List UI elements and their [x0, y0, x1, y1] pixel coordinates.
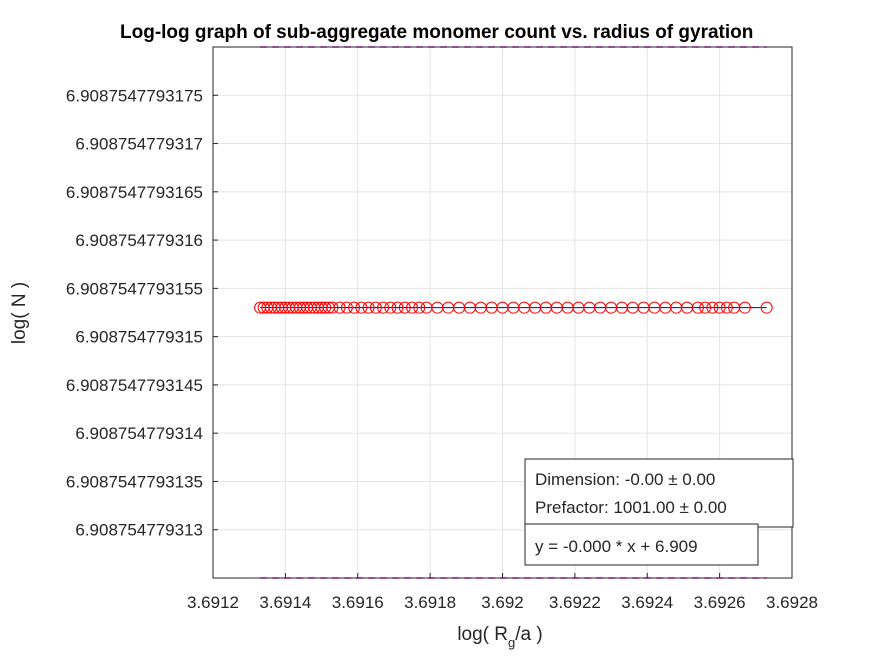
data-point: [760, 301, 773, 314]
x-tick-label: 3.6914: [259, 593, 311, 612]
x-tick-labels: 3.6912 3.6914 3.6916 3.6918 3.692 3.6922 3.692…: [187, 593, 818, 612]
x-axis-label-subscript: g: [508, 635, 515, 650]
equation-box-frame: [524, 523, 759, 566]
x-tick-label: 3.6916: [332, 593, 384, 612]
data-point: [319, 301, 332, 314]
chart-title: Log-log graph of sub-aggregate monomer c…: [120, 22, 753, 43]
data-point: [691, 301, 704, 314]
prefactor-annotation: Prefactor: 1001.00 ± 0.00: [535, 498, 727, 517]
grid-layer: [212, 47, 793, 578]
y-tick-label: 6.9087547793175: [66, 86, 203, 105]
x-tick-label: 3.6926: [694, 593, 746, 612]
stats-annotation-box: Dimension: -0.00 ± 0.00 Prefactor: 1001.…: [524, 458, 794, 528]
y-tick-label: 6.908754779313: [75, 521, 203, 540]
x-axis-label-main: log( R: [457, 624, 508, 645]
data-point: [699, 301, 712, 314]
x-tick-label: 3.692: [481, 593, 524, 612]
data-point: [398, 301, 411, 314]
y-tick-label: 6.9087547793135: [66, 472, 203, 491]
tick-marks: [212, 94, 793, 578]
data-point: [391, 301, 404, 314]
y-tick-labels: 6.908754779313 6.9087547793135 6.908754779…: [66, 86, 203, 539]
data-point: [738, 301, 751, 314]
equation-annotation-box: y = -0.000 * x + 6.909: [524, 523, 759, 566]
y-tick-label: 6.9087547793145: [66, 376, 203, 395]
data-point: [413, 301, 426, 314]
x-tick-label: 3.6924: [621, 593, 673, 612]
data-point: [406, 301, 419, 314]
y-tick-label: 6.908754779314: [75, 424, 203, 443]
data-point: [326, 301, 339, 314]
x-tick-label: 3.6928: [766, 593, 818, 612]
data-point: [362, 301, 375, 314]
data-point: [369, 301, 382, 314]
dimension-annotation: Dimension: -0.00 ± 0.00: [535, 470, 715, 489]
data-point: [706, 301, 719, 314]
y-tick-label: 6.908754779315: [75, 328, 203, 347]
equation-annotation: y = -0.000 * x + 6.909: [535, 537, 698, 556]
data-point: [384, 301, 397, 314]
x-tick-label: 3.6912: [187, 593, 239, 612]
y-tick-label: 6.9087547793155: [66, 279, 203, 298]
data-point: [333, 301, 346, 314]
x-axis-label: log( Rg/a ): [457, 624, 542, 650]
data-point: [348, 301, 361, 314]
y-axis-label: log( N ): [9, 282, 30, 344]
y-tick-label: 6.908754779317: [75, 135, 203, 154]
data-point: [340, 301, 353, 314]
y-tick-label: 6.9087547793165: [66, 183, 203, 202]
stats-box-frame: [524, 458, 794, 528]
y-tick-label: 6.908754779316: [75, 231, 203, 250]
x-tick-label: 3.6922: [549, 593, 601, 612]
x-axis-label-tail: /a ): [515, 624, 542, 645]
data-point: [713, 301, 726, 314]
x-tick-label: 3.6918: [404, 593, 456, 612]
data-points: [254, 301, 773, 314]
data-point: [720, 301, 733, 314]
data-point: [355, 301, 368, 314]
data-point: [377, 301, 390, 314]
